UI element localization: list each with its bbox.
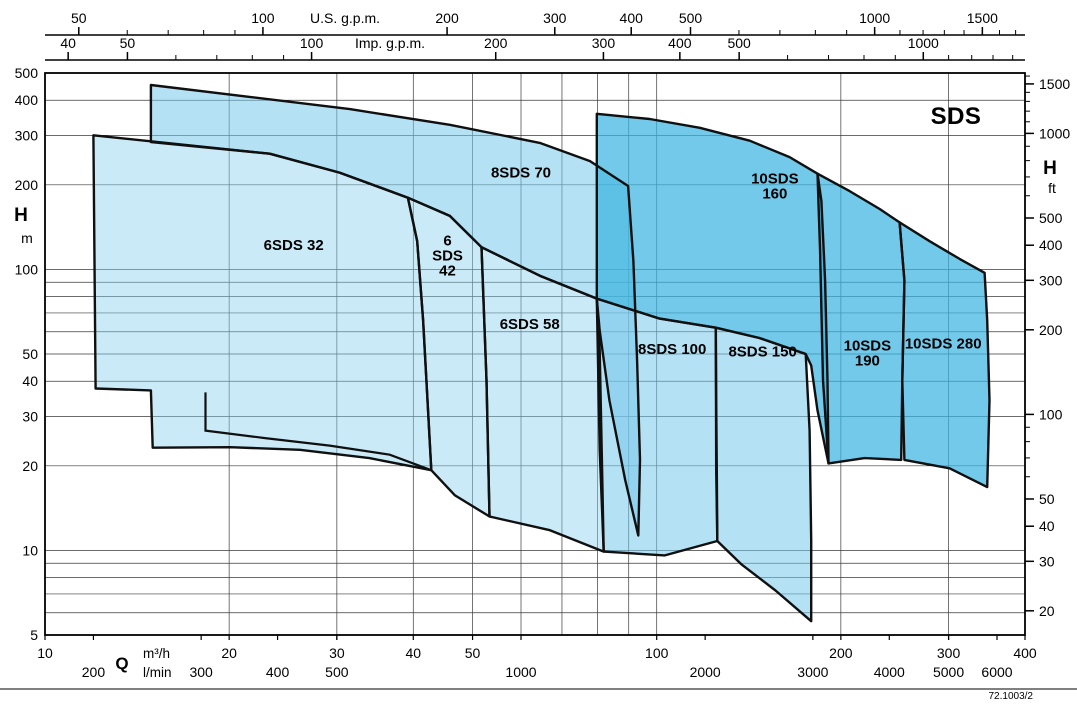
left-axis-tick-label: 50 xyxy=(22,346,38,362)
bottom-m3h-tick-label: 300 xyxy=(937,645,961,661)
imp-gpm-axis-tick-label: 40 xyxy=(60,35,76,51)
right-axis-tick-label: 400 xyxy=(1039,237,1063,253)
left-axis-unit: m xyxy=(21,230,33,246)
region-label-6SDS-58: 6SDS 58 xyxy=(500,316,560,333)
imp-gpm-axis-tick-label: 500 xyxy=(727,35,751,51)
region-fill-6SDS-58 xyxy=(481,247,604,552)
bottom-lmin-tick-label: 1000 xyxy=(505,664,536,680)
region-outline-8SDS-70 xyxy=(149,83,642,537)
bottom-lmin-tick-label: 500 xyxy=(325,664,349,680)
region-fill-10SDS-280 xyxy=(899,222,990,488)
right-axis-tick-label: 1000 xyxy=(1039,125,1070,141)
us-gpm-axis-tick-label: 500 xyxy=(679,10,703,26)
right-axis-tick-label: 50 xyxy=(1039,491,1055,507)
left-axis-tick-label: 30 xyxy=(22,408,38,424)
imp-gpm-axis-tick-label: 100 xyxy=(300,35,324,51)
region-fill-10SDS-190 xyxy=(817,173,905,464)
q-axis-unit-lmin: l/min xyxy=(143,665,172,680)
us-gpm-axis-tick-label: 100 xyxy=(251,10,275,26)
figure-code: 72.1003/2 xyxy=(988,691,1034,702)
left-axis-tick-label: 500 xyxy=(15,65,39,81)
region-label-10SDS-160: 10SDS 160 xyxy=(751,171,799,203)
bottom-m3h-tick-label: 100 xyxy=(645,645,669,661)
series-title: SDS xyxy=(930,103,982,130)
bottom-lmin-tick-label: 200 xyxy=(82,664,106,680)
left-axis-tick-label: 5 xyxy=(30,627,38,643)
region-fill-6SDS-42 xyxy=(407,197,490,517)
bottom-m3h-tick-label: 10 xyxy=(37,645,53,661)
region-label-8SDS-150: 8SDS 150 xyxy=(728,344,796,361)
left-axis-title: H xyxy=(14,205,28,226)
left-axis-tick-label: 10 xyxy=(22,542,38,558)
q-axis-unit-m3h: m³/h xyxy=(143,646,170,661)
imp-gpm-axis-tick-label: 50 xyxy=(120,35,136,51)
region-label-6SDS-42: 6 SDS 42 xyxy=(432,233,463,280)
left-axis-tick-label: 300 xyxy=(15,127,39,143)
imp-gpm-axis-tick-label: 200 xyxy=(484,35,508,51)
us-gpm-axis-tick-label: 200 xyxy=(435,10,459,26)
left-axis-tick-label: 20 xyxy=(22,458,38,474)
bottom-lmin-tick-label: 4000 xyxy=(874,664,905,680)
region-label-8SDS-70: 8SDS 70 xyxy=(491,165,551,182)
left-axis-tick-label: 40 xyxy=(22,373,38,389)
region-outline-10SDS-190 xyxy=(816,172,906,465)
region-label-10SDS-190: 10SDS 190 xyxy=(844,337,892,369)
bottom-lmin-tick-label: 2000 xyxy=(690,664,721,680)
region-label-8SDS-100: 8SDS 100 xyxy=(638,341,706,358)
right-axis-tick-label: 20 xyxy=(1039,603,1055,619)
region-label-6SDS-32: 6SDS 32 xyxy=(264,237,324,254)
bottom-m3h-tick-label: 30 xyxy=(329,645,345,661)
right-axis-tick-label: 300 xyxy=(1039,272,1063,288)
bottom-lmin-tick-label: 3000 xyxy=(797,664,828,680)
imp-gpm-axis-tick-label: 400 xyxy=(668,35,692,51)
right-axis-tick-label: 30 xyxy=(1039,553,1055,569)
region-fill-8SDS-70 xyxy=(150,85,640,536)
us-gpm-axis-tick-label: 1500 xyxy=(967,10,998,26)
bottom-lmin-tick-label: 300 xyxy=(189,664,213,680)
region-fill-6SDS-32 xyxy=(93,135,432,471)
us-gpm-axis-tick-label: 1000 xyxy=(859,10,890,26)
left-axis-tick-label: 200 xyxy=(15,177,39,193)
imp-gpm-axis-tick-label: 300 xyxy=(592,35,616,51)
plot-border xyxy=(44,72,1026,636)
bottom-lmin-tick-label: 5000 xyxy=(933,664,964,680)
right-axis-unit: ft xyxy=(1048,180,1056,196)
us-gpm-axis-title: U.S. g.p.m. xyxy=(310,10,380,26)
imp-gpm-axis-title: Imp. g.p.m. xyxy=(355,35,425,51)
right-axis-tick-label: 100 xyxy=(1039,406,1063,422)
right-axis-tick-label: 500 xyxy=(1039,210,1063,226)
region-fill-8SDS-150 xyxy=(715,327,812,622)
right-axis-tick-label: 1500 xyxy=(1039,76,1070,92)
region-outline-10SDS-160 xyxy=(595,112,830,465)
right-axis-tick-label: 200 xyxy=(1039,322,1063,338)
bottom-m3h-tick-label: 40 xyxy=(405,645,421,661)
q-axis-title: Q xyxy=(115,654,128,673)
bottom-m3h-tick-label: 400 xyxy=(1013,645,1037,661)
bottom-m3h-tick-label: 50 xyxy=(465,645,481,661)
region-label-10SDS-280: 10SDS 280 xyxy=(905,335,982,352)
left-axis-tick-label: 400 xyxy=(15,92,39,108)
region-fill-10SDS-160 xyxy=(596,113,829,464)
left-axis-tick-label: 100 xyxy=(15,261,39,277)
right-axis-title: H xyxy=(1043,158,1057,179)
bottom-m3h-tick-label: 200 xyxy=(829,645,853,661)
us-gpm-axis-tick-label: 400 xyxy=(620,10,644,26)
us-gpm-axis-tick-label: 50 xyxy=(71,10,87,26)
us-gpm-axis-tick-label: 300 xyxy=(543,10,567,26)
bottom-m3h-tick-label: 20 xyxy=(221,645,237,661)
bottom-lmin-tick-label: 6000 xyxy=(981,664,1012,680)
imp-gpm-axis-tick-label: 1000 xyxy=(908,35,939,51)
region-outline-10SDS-280 xyxy=(898,221,991,489)
lower-step-curve xyxy=(204,392,432,472)
bottom-lmin-tick-label: 400 xyxy=(266,664,290,680)
right-axis-tick-label: 40 xyxy=(1039,518,1055,534)
